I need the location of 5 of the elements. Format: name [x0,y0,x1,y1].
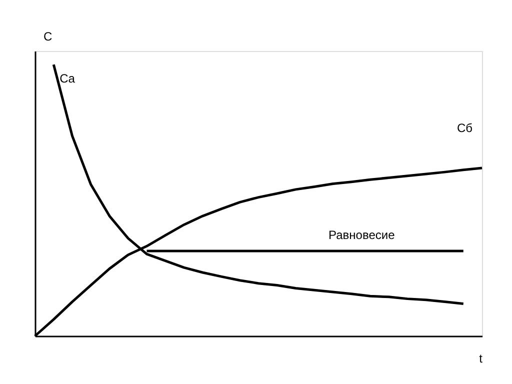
y-axis-title: C [44,30,52,44]
text: Cб [457,120,473,135]
series-label: Равновесие [328,228,396,242]
x-axis-title: t [479,352,484,366]
series-label: Ca [60,72,76,86]
